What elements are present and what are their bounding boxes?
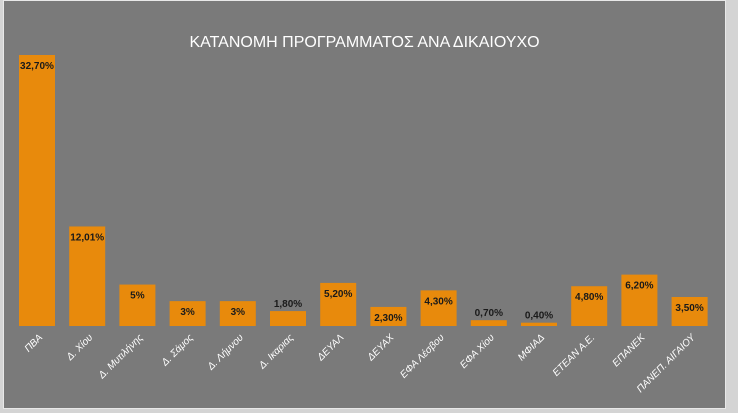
x-tick-label: ΕΤΕΑΝ Α.Ε. <box>551 332 597 378</box>
x-tick-label: Δ. Μυτιλήνης <box>95 332 145 382</box>
x-tick-label: Δ. Ικαριας <box>256 332 296 372</box>
data-label: 3% <box>231 307 246 318</box>
bar <box>571 286 608 326</box>
bar <box>270 311 306 326</box>
x-tick-label: ΕΠΑΝΕΚ <box>611 331 649 369</box>
x-tick-label: Δ. Σάμος <box>158 332 195 369</box>
data-label: 12,01% <box>70 232 104 243</box>
data-label: 0,40% <box>525 311 553 322</box>
x-tick-label: ΔΕΥΑΧ <box>365 332 397 364</box>
bar <box>470 320 507 326</box>
plot-area: 32,70% ΠΒΑ 12,01% Δ. Χίου 5% Δ. Μυτιλήνης 3% Δ.… <box>19 55 708 395</box>
bar <box>621 274 658 326</box>
bar <box>169 301 206 326</box>
data-label: 3% <box>180 307 195 318</box>
data-label: 5% <box>130 291 145 302</box>
data-label: 6,20% <box>625 281 653 292</box>
x-tick-label: ΕΦΑ Λέσβου <box>398 331 447 380</box>
bar <box>219 301 256 326</box>
x-tick-label: ΔΕΥΑΛ <box>315 332 347 364</box>
bar <box>521 322 557 326</box>
bar <box>320 282 357 326</box>
x-tick-label: ΜΦΙΑΔ <box>516 332 547 363</box>
bar <box>370 306 407 326</box>
data-label: 2,30% <box>374 313 402 324</box>
chart-title: ΚΑΤΑΝΟΜΗ ΠΡΟΓΡΑΜΜΑΤΟΣ ΑΝΑ ΔΙΚΑΙΟΥΧΟ <box>189 34 540 51</box>
bar <box>69 226 106 326</box>
x-tick-label: ΕΦΑ Χίου <box>458 331 498 371</box>
bar <box>19 55 55 326</box>
bar <box>671 296 708 326</box>
bar <box>420 290 457 326</box>
chart-area: ΚΑΤΑΝΟΜΗ ΠΡΟΓΡΑΜΜΑΤΟΣ ΑΝΑ ΔΙΚΑΙΟΥΧΟ 32,7… <box>3 0 726 409</box>
data-label: 0,70% <box>475 308 503 319</box>
data-label: 5,20% <box>324 289 352 300</box>
x-tick-label: Δ. Χίου <box>63 331 95 363</box>
data-label: 4,80% <box>575 292 603 303</box>
data-label: 4,30% <box>424 296 452 307</box>
data-label: 32,70% <box>20 61 54 72</box>
x-tick-label: ΠΒΑ <box>23 332 46 355</box>
data-label: 3,50% <box>675 303 703 314</box>
bar <box>119 284 156 326</box>
x-tick-label: Δ. Λήμνου <box>204 331 246 373</box>
data-label: 1,80% <box>274 299 302 310</box>
